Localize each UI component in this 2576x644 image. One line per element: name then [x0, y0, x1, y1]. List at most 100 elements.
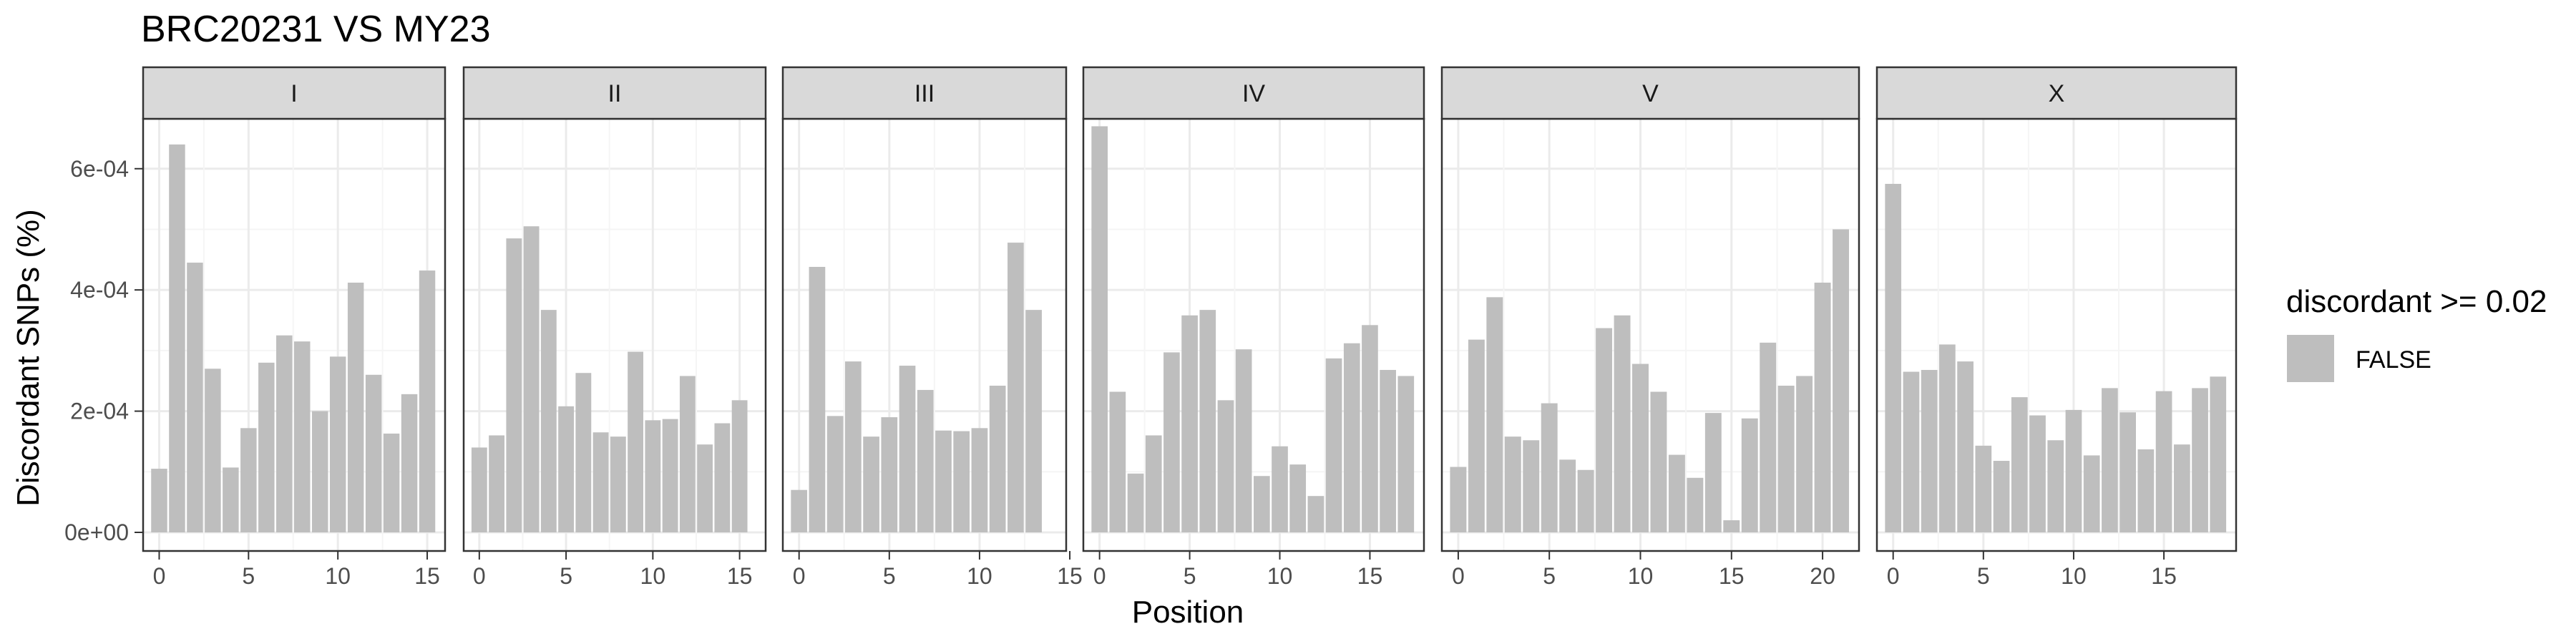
bar-i-8 — [294, 341, 311, 532]
y-tick-label: 0e+00 — [64, 519, 129, 545]
bar-ii-0 — [471, 447, 487, 532]
bar-x-16 — [2173, 444, 2190, 532]
bar-iv-11 — [1289, 464, 1307, 532]
x-tick-label: 10 — [967, 563, 992, 589]
x-tick-label: 15 — [1719, 563, 1745, 589]
x-tick-label: 5 — [1184, 563, 1196, 589]
bar-ii-15 — [731, 400, 748, 532]
bar-i-9 — [311, 411, 328, 532]
bar-iii-0 — [791, 489, 808, 532]
y-tick-label: 4e-04 — [70, 277, 129, 303]
facet-panel-x: X 0 5 10 15 — [1875, 66, 2238, 589]
bar-i-14 — [401, 394, 418, 532]
bar-iv-8 — [1235, 349, 1252, 532]
bar-v-6 — [1559, 459, 1576, 532]
bar-i-7 — [276, 335, 293, 532]
bar-v-21 — [1833, 229, 1849, 532]
facet-strip — [1082, 66, 1425, 120]
bar-x-0 — [1885, 183, 1902, 532]
bar-x-13 — [2119, 412, 2136, 532]
bar-iv-0 — [1091, 126, 1108, 532]
bar-ii-6 — [575, 373, 592, 532]
bar-v-14 — [1704, 413, 1722, 532]
bar-v-1 — [1468, 339, 1485, 532]
bar-ii-3 — [523, 226, 540, 532]
x-tick-label: 15 — [414, 563, 440, 589]
facet-strip — [462, 66, 767, 120]
facet-panel-i: I 0 5 10 15 — [142, 66, 447, 589]
legend-key-false — [2287, 335, 2334, 382]
bar-v-7 — [1577, 469, 1594, 532]
y-axis-title: Discordant SNPs (%) — [11, 209, 46, 507]
bar-iii-12 — [1008, 243, 1024, 532]
bar-i-10 — [329, 356, 346, 532]
bar-iii-3 — [845, 361, 862, 532]
bar-x-3 — [1939, 344, 1956, 532]
facet-strip-label: I — [291, 80, 297, 107]
facet-strip-label: II — [608, 80, 622, 107]
bar-v-0 — [1450, 467, 1467, 532]
bar-ii-14 — [714, 423, 731, 532]
legend-title: discordant >= 0.02 — [2286, 284, 2547, 319]
bar-v-4 — [1523, 440, 1540, 532]
bar-v-20 — [1814, 283, 1831, 532]
bar-iii-1 — [809, 266, 826, 532]
facet-strip-label: III — [914, 80, 935, 107]
x-tick-label: 15 — [727, 563, 753, 589]
y-tick-label: 2e-04 — [70, 399, 129, 424]
facet-strip-label: IV — [1242, 80, 1265, 107]
bar-v-2 — [1486, 297, 1503, 532]
bar-i-1 — [169, 144, 185, 533]
x-tick-label: 0 — [1452, 563, 1465, 589]
bar-x-11 — [2083, 455, 2100, 532]
bar-v-13 — [1687, 477, 1704, 532]
bar-ii-1 — [489, 435, 504, 532]
bar-iv-15 — [1362, 325, 1378, 532]
facet-strip — [1440, 66, 1860, 120]
bar-ii-5 — [558, 406, 575, 532]
bar-x-18 — [2210, 376, 2227, 532]
bar-v-11 — [1650, 391, 1667, 532]
y-tick-label: 6e-04 — [70, 156, 129, 182]
bar-x-2 — [1921, 369, 1938, 532]
bar-ii-2 — [506, 238, 522, 532]
x-tick-label: 0 — [1093, 563, 1106, 589]
bar-iii-11 — [989, 386, 1006, 532]
bar-iii-5 — [881, 417, 898, 532]
bar-x-9 — [2047, 440, 2064, 532]
bar-x-5 — [1975, 445, 1992, 532]
bar-v-10 — [1632, 364, 1649, 532]
facet-panel-iii: III 0 5 10 15 — [781, 66, 1083, 589]
facet-panel-ii: II 0 5 10 15 — [462, 66, 767, 589]
bar-v-19 — [1796, 376, 1813, 532]
bar-iv-17 — [1397, 376, 1415, 532]
bar-x-15 — [2155, 391, 2172, 532]
legend-label-false: FALSE — [2356, 346, 2431, 374]
bar-i-15 — [419, 270, 436, 532]
x-tick-label: 15 — [2151, 563, 2177, 589]
facet-strip — [142, 66, 447, 120]
facet-strip — [1875, 66, 2238, 120]
x-tick-label: 10 — [1267, 563, 1293, 589]
bar-ii-13 — [697, 444, 713, 532]
bar-iii-6 — [899, 366, 916, 532]
facet-strip — [781, 66, 1068, 120]
bar-ii-11 — [662, 419, 678, 532]
x-tick-label: 15 — [1357, 563, 1383, 589]
bar-iv-14 — [1343, 343, 1360, 532]
bar-x-4 — [1957, 361, 1974, 532]
bar-v-18 — [1777, 386, 1795, 532]
bar-x-1 — [1903, 371, 1920, 532]
bar-iv-16 — [1380, 369, 1396, 532]
bar-iv-12 — [1307, 496, 1324, 532]
legend: discordant >= 0.02 FALSE — [2286, 284, 2547, 382]
bar-v-8 — [1596, 328, 1613, 532]
chart-title: BRC20231 VS MY23 — [141, 9, 491, 50]
bar-v-16 — [1741, 418, 1758, 532]
x-tick-label: 15 — [1057, 563, 1083, 589]
bar-iv-4 — [1163, 352, 1180, 532]
bar-x-6 — [1993, 461, 2010, 532]
bar-iv-6 — [1199, 310, 1216, 532]
bar-iv-2 — [1127, 473, 1144, 532]
facet-panel-v: V 0 5 10 15 20 — [1440, 66, 1860, 589]
